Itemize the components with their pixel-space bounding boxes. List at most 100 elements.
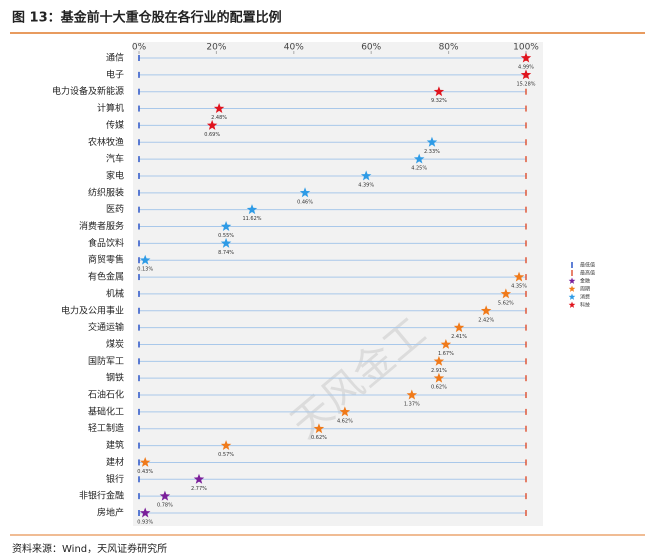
star-marker — [513, 271, 525, 282]
data-label: 4.39% — [358, 182, 374, 188]
data-label: 9.32% — [431, 98, 447, 104]
star-marker — [220, 440, 232, 451]
category-label: 轻工制造 — [88, 422, 124, 434]
legend-label: 科技 — [580, 302, 590, 309]
x-tick-label: 40% — [284, 43, 304, 53]
star-marker — [246, 204, 258, 215]
category-label: 机械 — [106, 287, 124, 299]
legend-label: 最高值 — [580, 270, 595, 277]
chart-title: 图 13：基金前十大重仓股在各行业的配置比例 — [12, 10, 282, 26]
data-label: 0.46% — [297, 199, 313, 205]
star-marker — [413, 153, 425, 164]
star-marker — [433, 355, 445, 366]
star-marker — [433, 86, 445, 97]
star-marker — [213, 103, 225, 114]
star-marker — [139, 507, 151, 518]
data-label: 8.74% — [218, 250, 234, 256]
legend-swatch — [568, 285, 576, 292]
star-marker — [426, 136, 438, 147]
star-marker — [520, 52, 532, 63]
legend-swatch — [568, 301, 576, 308]
star-marker — [299, 187, 311, 198]
data-label: 0.55% — [218, 233, 234, 239]
star-marker — [139, 254, 151, 265]
category-label: 钢铁 — [106, 372, 124, 384]
data-label: 0.78% — [157, 503, 173, 509]
star-marker — [440, 338, 452, 349]
x-tick-label: 0% — [132, 43, 147, 53]
data-label: 2.41% — [451, 334, 467, 340]
category-label: 非银行金融 — [79, 490, 124, 502]
category-label: 计算机 — [97, 102, 124, 114]
plot-background — [133, 42, 543, 526]
data-label: 1.67% — [438, 351, 454, 357]
star-marker — [360, 170, 372, 181]
legend-swatch — [568, 293, 576, 300]
star-marker — [500, 288, 512, 299]
data-label: 0.43% — [137, 469, 153, 475]
star-marker — [220, 221, 232, 231]
data-label: 4.25% — [411, 166, 427, 172]
legend-swatch — [568, 277, 576, 284]
data-label: 2.91% — [431, 368, 447, 374]
star-marker — [339, 406, 351, 417]
category-label: 传媒 — [106, 119, 124, 131]
data-label: 15.28% — [516, 81, 535, 87]
category-label: 建材 — [106, 456, 124, 468]
data-label: 1.37% — [404, 402, 420, 408]
star-marker — [480, 305, 492, 316]
data-label: 0.62% — [431, 385, 447, 391]
category-label: 商贸零售 — [88, 254, 124, 266]
x-tick-label: 100% — [513, 43, 539, 53]
x-tick-label: 20% — [206, 43, 226, 53]
category-label: 煤炭 — [106, 338, 124, 350]
legend-label: 最低值 — [580, 262, 595, 269]
category-label: 电力设备及新能源 — [52, 85, 124, 97]
category-label: 纺织服装 — [88, 186, 124, 198]
data-label: 4.99% — [518, 65, 534, 71]
x-tick-label: 80% — [439, 43, 459, 53]
data-label: 2.42% — [478, 317, 494, 323]
category-label: 医药 — [106, 204, 124, 215]
data-label: 2.33% — [424, 149, 440, 155]
category-label: 消费者服务 — [79, 220, 124, 232]
data-label: 0.93% — [137, 520, 153, 526]
category-label: 食品饮料 — [88, 237, 124, 249]
category-label: 通信 — [106, 52, 124, 64]
legend-label: 金融 — [580, 278, 590, 285]
category-label: 农林牧渔 — [88, 136, 124, 148]
data-label: 2.48% — [211, 115, 227, 121]
data-label: 5.62% — [498, 300, 514, 306]
data-label: 4.35% — [511, 284, 527, 290]
category-label: 家电 — [106, 169, 124, 181]
category-label: 汽车 — [106, 153, 124, 165]
category-label: 有色金属 — [88, 271, 124, 283]
category-label: 交通运输 — [88, 321, 124, 333]
star-marker — [453, 322, 465, 333]
category-label: 建筑 — [106, 439, 124, 451]
category-label: 国防军工 — [88, 355, 124, 367]
category-label: 基础化工 — [88, 405, 124, 417]
legend-label: 消费 — [580, 294, 590, 301]
data-label: 0.13% — [137, 267, 153, 273]
category-label: 银行 — [106, 473, 124, 485]
star-marker — [206, 119, 218, 130]
x-tick-label: 60% — [361, 43, 381, 53]
star-marker — [313, 423, 325, 434]
star-marker — [406, 389, 418, 400]
category-label: 电力及公用事业 — [61, 304, 124, 316]
data-label: 2.77% — [191, 486, 207, 492]
category-label: 房地产 — [97, 507, 124, 519]
data-label: 0.62% — [311, 435, 327, 441]
data-label: 0.69% — [204, 132, 220, 138]
star-marker — [139, 456, 151, 467]
data-label: 0.57% — [218, 452, 234, 458]
category-label: 电子 — [106, 68, 124, 80]
category-label: 石油石化 — [88, 389, 124, 401]
legend-label: 周期 — [580, 287, 590, 293]
data-label: 11.62% — [242, 216, 261, 222]
star-marker — [220, 237, 232, 248]
source: 资料来源：Wind，天风证券研究所 — [12, 542, 167, 555]
data-label: 4.62% — [337, 418, 353, 424]
star-marker — [520, 69, 532, 80]
